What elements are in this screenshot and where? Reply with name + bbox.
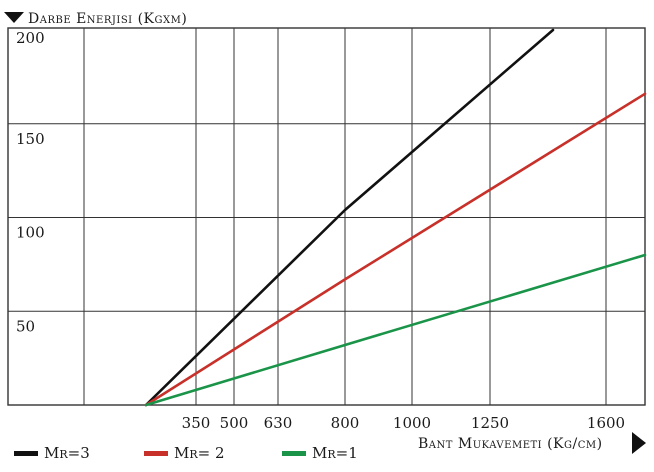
x-tick-label-1250: 1250: [471, 414, 509, 432]
x-axis-arrow-icon: [632, 432, 646, 454]
x-tick-label-350: 350: [182, 414, 211, 432]
y-tick-label-200: 200: [16, 29, 45, 47]
x-tick-label-1000: 1000: [393, 414, 431, 432]
legend-label-3: Mr=1: [312, 444, 358, 462]
plot-frame: [7, 27, 646, 406]
x-tick-label-500: 500: [220, 414, 249, 432]
legend-swatch-3: [282, 451, 306, 456]
series-line-1: [144, 28, 555, 407]
legend-label-2: Mr= 2: [174, 444, 225, 462]
y-tick-label-150: 150: [16, 130, 45, 148]
y-axis-arrow-icon: [4, 12, 24, 23]
series-line-2: [144, 92, 647, 407]
x-axis-label: Bant Mukavemeti (Kg/cm): [418, 436, 603, 452]
legend-swatch-2: [144, 451, 168, 456]
x-tick-label-630: 630: [264, 414, 293, 432]
legend-label-1: Mr=3: [44, 444, 90, 462]
legend: Mr=3 Mr= 2 Mr=1: [14, 444, 358, 462]
y-tick-label-50: 50: [16, 317, 35, 335]
labels: 350 500 630 800 1000 1250 1600 50 100 150 200: [16, 29, 625, 432]
legend-swatch-1: [14, 451, 38, 456]
series-layer: [144, 28, 647, 407]
x-tick-label-1600: 1600: [587, 414, 625, 432]
series-line-3: [144, 253, 647, 407]
grid: [7, 27, 646, 406]
x-tick-label-800: 800: [331, 414, 360, 432]
y-axis-label: Darbe Enerjisi (Kgxm): [28, 11, 187, 27]
y-tick-label-100: 100: [16, 224, 45, 242]
